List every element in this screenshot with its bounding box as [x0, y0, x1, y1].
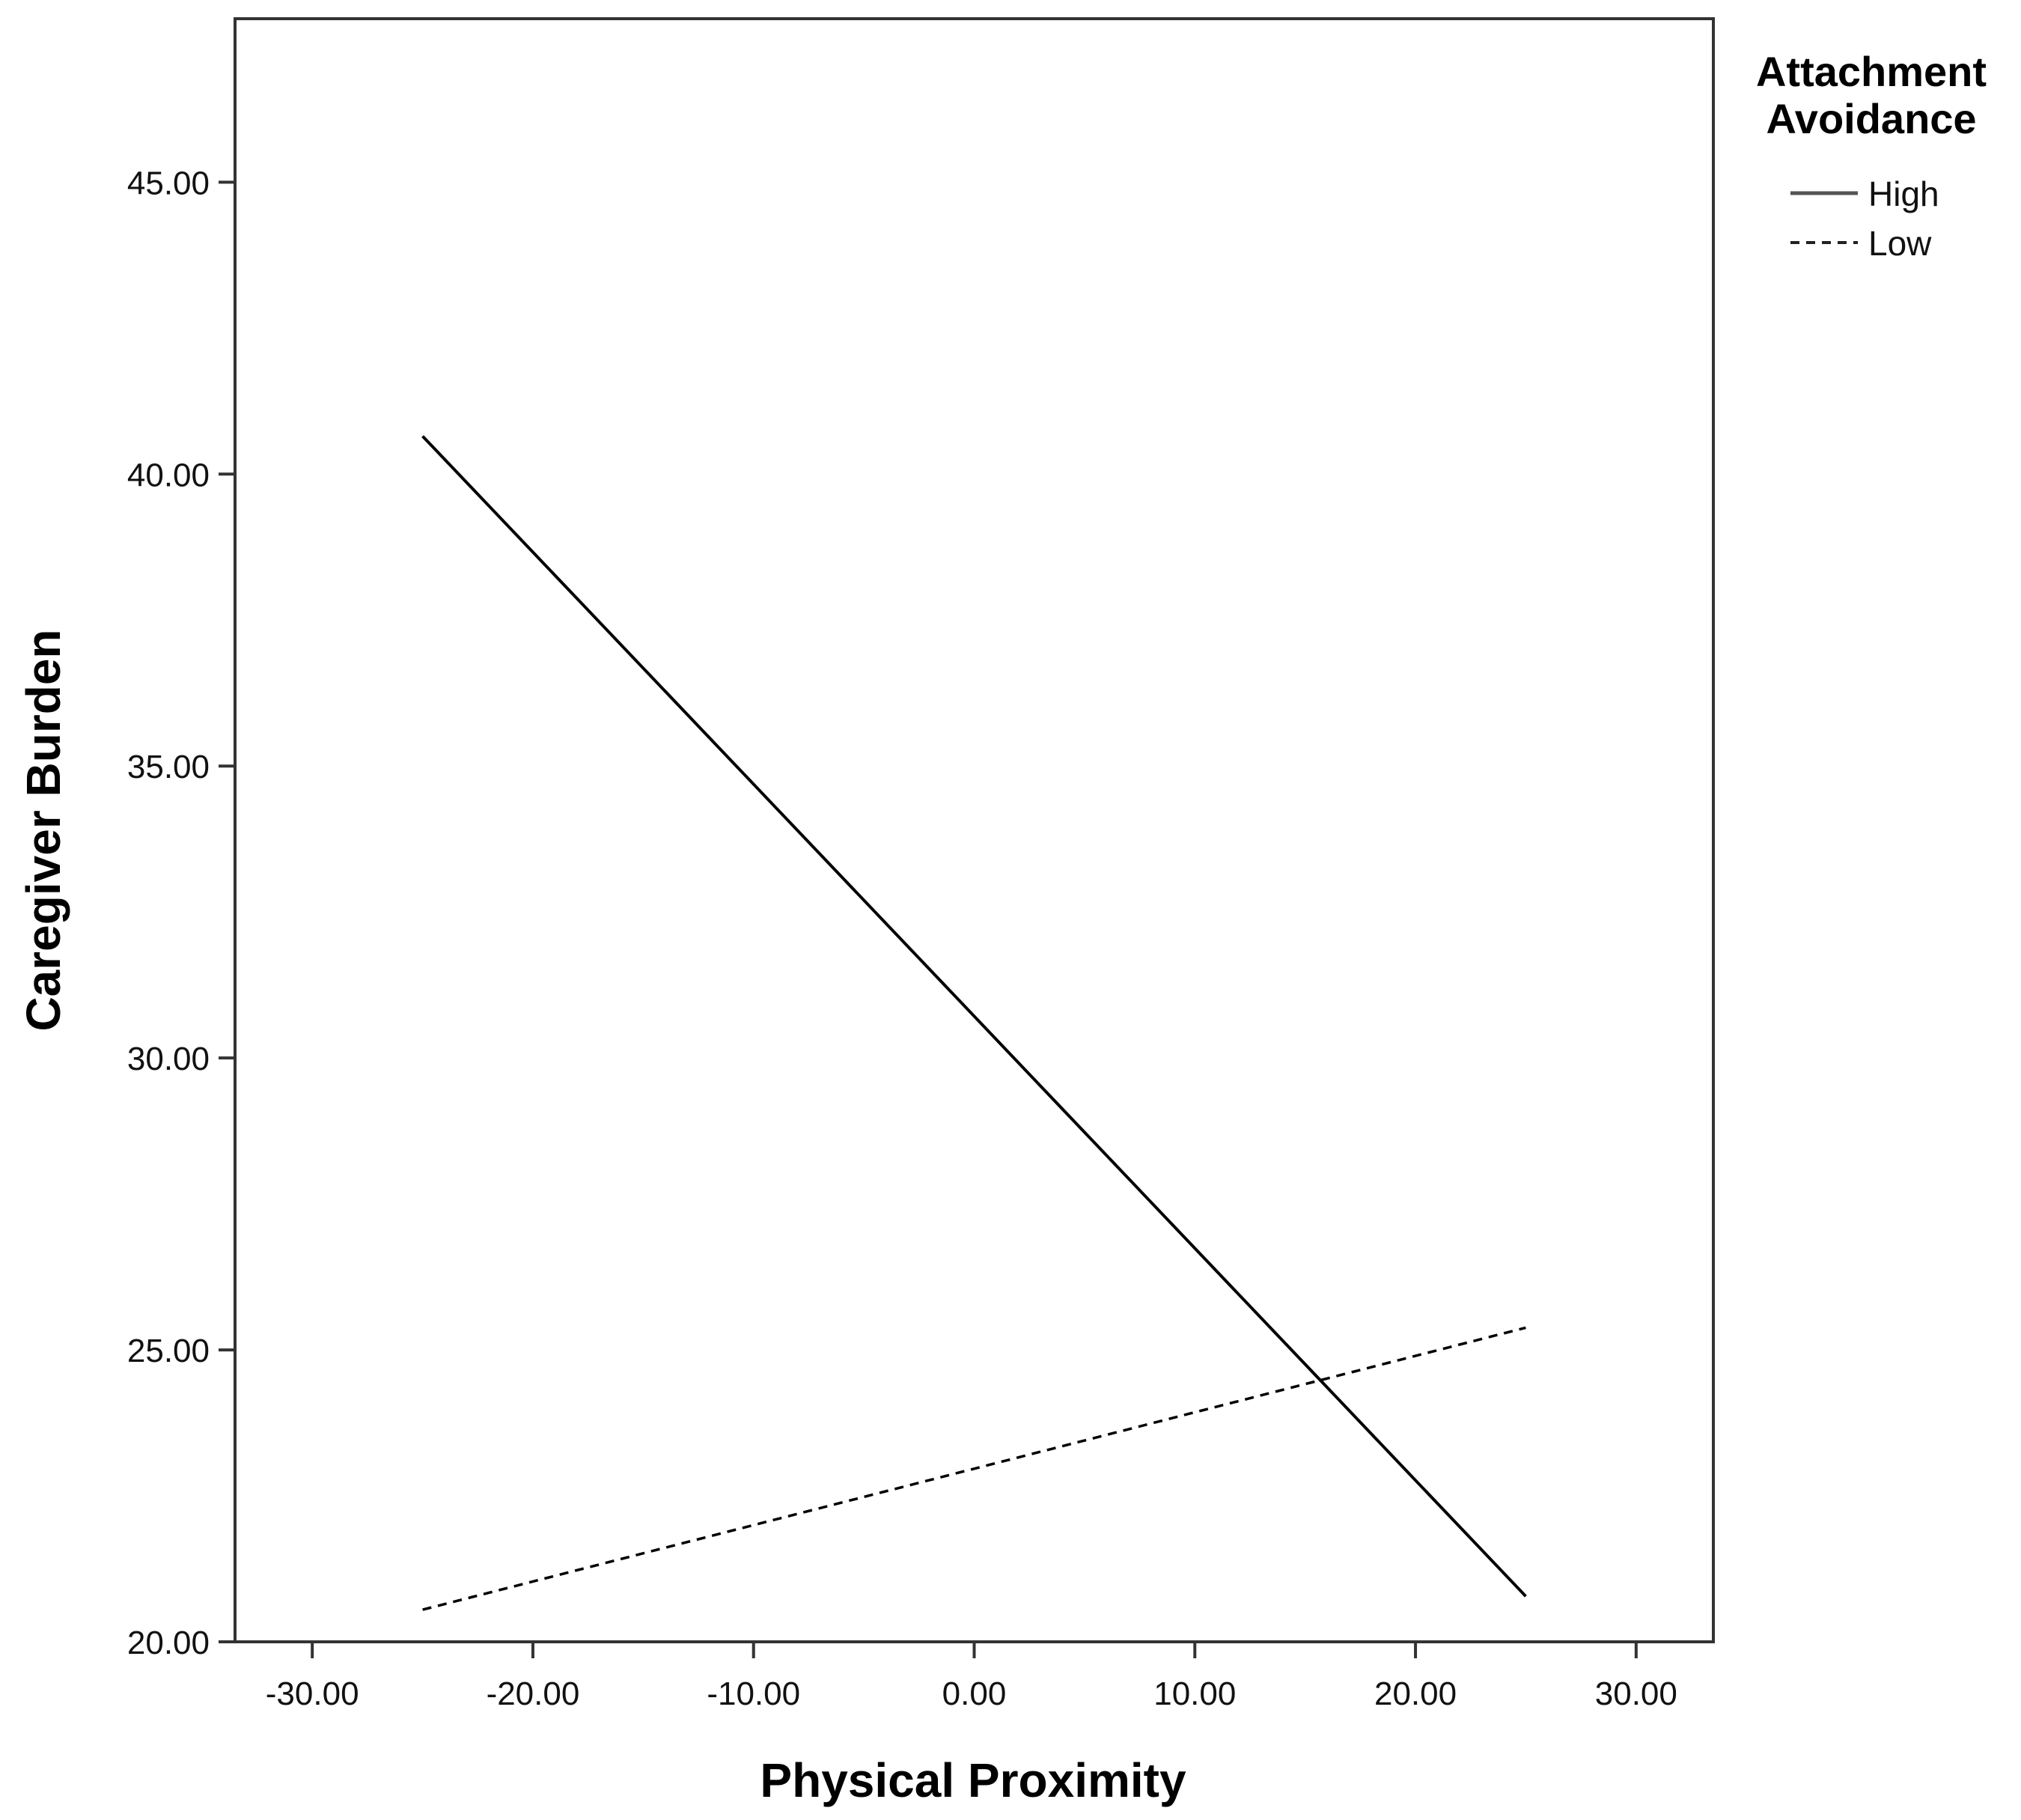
x-axis: -30.00 -20.00 -10.00 0.00 10.00 20.00 30.00: [266, 1642, 1677, 1712]
y-tick-label: 25.00: [127, 1333, 210, 1369]
y-tick-label: 20.00: [127, 1625, 210, 1661]
y-axis: 20.00 25.00 30.00 35.00 40.00 45.00: [127, 165, 235, 1661]
series-line-high: [421, 435, 1527, 1598]
x-tick-label: 10.00: [1153, 1676, 1236, 1712]
x-tick-label: -20.00: [487, 1676, 580, 1712]
y-axis-title: Caregiver Burden: [16, 629, 70, 1031]
x-tick-label: 30.00: [1595, 1676, 1677, 1712]
x-tick-label: -10.00: [707, 1676, 800, 1712]
legend-title-line-1: Attachment: [1756, 48, 1987, 95]
plot-frame: [234, 17, 1715, 1643]
x-axis-title: Physical Proximity: [760, 1753, 1186, 1807]
legend: Attachment Avoidance High Low: [1756, 48, 1987, 263]
series-line-low: [422, 1326, 1526, 1611]
legend-label-low: Low: [1868, 224, 1932, 263]
y-tick-label: 30.00: [127, 1041, 210, 1077]
y-tick-label: 35.00: [127, 749, 210, 785]
x-tick-label: 20.00: [1374, 1676, 1457, 1712]
x-tick-label: -30.00: [266, 1676, 359, 1712]
y-tick-label: 40.00: [127, 457, 210, 493]
x-tick-label: 0.00: [942, 1676, 1007, 1712]
series-layer: [421, 435, 1527, 1611]
legend-title-line-2: Avoidance: [1766, 95, 1976, 142]
legend-label-high: High: [1868, 174, 1939, 213]
y-tick-label: 45.00: [127, 165, 210, 201]
